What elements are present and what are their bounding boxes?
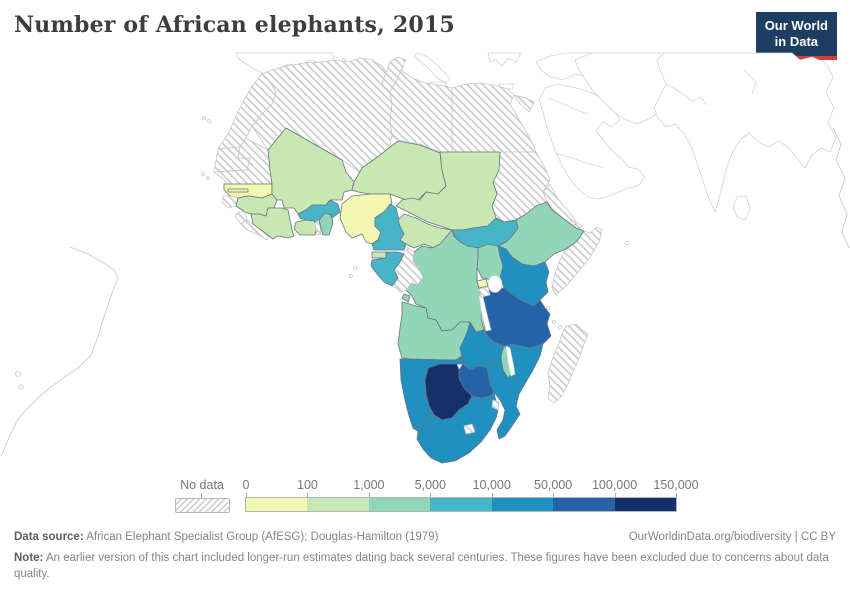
country-egypt[interactable] — [451, 82, 537, 153]
legend-tick-mark — [430, 493, 432, 498]
legend-no-data-label: No data — [180, 478, 224, 492]
owid-logo-line1: Our World — [764, 18, 828, 33]
legend-tick-mark — [614, 493, 616, 498]
outline-atlantic-island — [15, 371, 21, 377]
legend-tick-mark — [307, 493, 309, 498]
legend-tick-label: 150,000 — [653, 478, 699, 492]
legend-tick-mark — [491, 493, 493, 498]
legend-no-data-swatch[interactable] — [175, 498, 230, 513]
country-guinea-bissau[interactable] — [221, 195, 239, 209]
outline-indochina-coast — [832, 127, 850, 249]
legend-tick-label: 100 — [296, 478, 318, 492]
island-dots — [201, 58, 630, 329]
outline-yemen-border — [555, 152, 605, 169]
country-equatorial-guinea[interactable] — [371, 251, 387, 259]
legend-tick-label: 10,000 — [472, 478, 511, 492]
country-eswatini[interactable] — [491, 399, 500, 411]
country-ghana[interactable] — [293, 219, 318, 236]
legend-color-cell — [553, 498, 615, 511]
country-chad[interactable] — [395, 151, 501, 231]
chart-footer: Data source: African Elephant Specialist… — [14, 529, 836, 583]
note-text: An earlier version of this chart include… — [14, 551, 829, 581]
legend-color-cell — [491, 498, 554, 511]
map-legend: No data 0 100 1,000 5,000 10,000 50,000 100,00… — [0, 478, 850, 520]
outline-south-asia — [653, 52, 837, 213]
country-burundi[interactable] — [478, 286, 491, 298]
lake-malawi — [505, 345, 516, 377]
outline-italy — [413, 52, 451, 84]
legend-color-cell — [614, 498, 676, 511]
legend-tick-mark — [553, 493, 555, 498]
country-benin[interactable] — [318, 212, 334, 236]
country-madagascar[interactable] — [547, 323, 589, 404]
country-libya[interactable] — [389, 69, 453, 153]
outline-arabia-border — [547, 97, 589, 115]
country-rwanda[interactable] — [476, 278, 489, 289]
country-tunisia[interactable] — [381, 56, 407, 93]
outline-himalaya-border — [743, 69, 757, 96]
legend-color-cell — [246, 498, 308, 511]
legend-tick-mark — [368, 493, 370, 498]
legend-tick-label: 1,000 — [353, 478, 385, 492]
legend-tick-label: 50,000 — [534, 478, 573, 492]
legend-tick-mark — [676, 493, 677, 498]
data-source-text: African Elephant Specialist Group (AfESG… — [83, 531, 439, 543]
outline-greece — [487, 52, 522, 67]
legend-color-cell — [307, 498, 369, 511]
owid-logo-line2: in Data — [774, 33, 819, 49]
outline-brazil-coast — [0, 246, 119, 457]
legend-tick-label: 100,000 — [591, 478, 638, 492]
country-egypt-sinai[interactable] — [513, 94, 535, 113]
legend-tick-label: 5,000 — [414, 478, 446, 492]
country-zambia[interactable] — [459, 321, 508, 371]
page-title: Number of African elephants, 2015 — [14, 12, 455, 38]
legend-color-bar[interactable] — [245, 497, 677, 512]
chart-note: Note: An earlier version of this chart i… — [14, 550, 836, 583]
country-togo[interactable] — [314, 219, 322, 236]
note-label: Note: — [14, 551, 44, 564]
legend-tick-label: 0 — [242, 478, 250, 492]
outline-sri-lanka — [732, 195, 751, 221]
legend-color-cell — [368, 498, 431, 511]
lake-victoria — [487, 275, 503, 293]
outline-atlantic-island-2 — [18, 384, 24, 390]
data-source-label: Data source: — [14, 531, 84, 543]
country-somalia[interactable] — [551, 226, 603, 296]
country-cote-divoire[interactable] — [250, 207, 295, 240]
country-angola-cabinda[interactable] — [401, 293, 411, 303]
legend-color-cell — [430, 498, 492, 511]
owid-link[interactable]: OurWorldinData.org/biodiversity | CC BY — [628, 531, 836, 543]
country-gambia[interactable] — [227, 188, 249, 193]
country-namibia[interactable] — [399, 356, 465, 433]
data-source-line: Data source: African Elephant Specialist… — [14, 529, 438, 546]
legend-tick-mark — [246, 493, 247, 498]
outline-pakistan-border — [665, 83, 708, 106]
lake-tanganyika — [478, 295, 492, 332]
legend-no-data-tick — [201, 493, 202, 498]
country-lesotho[interactable] — [463, 423, 476, 435]
country-ethiopia[interactable] — [497, 201, 585, 267]
